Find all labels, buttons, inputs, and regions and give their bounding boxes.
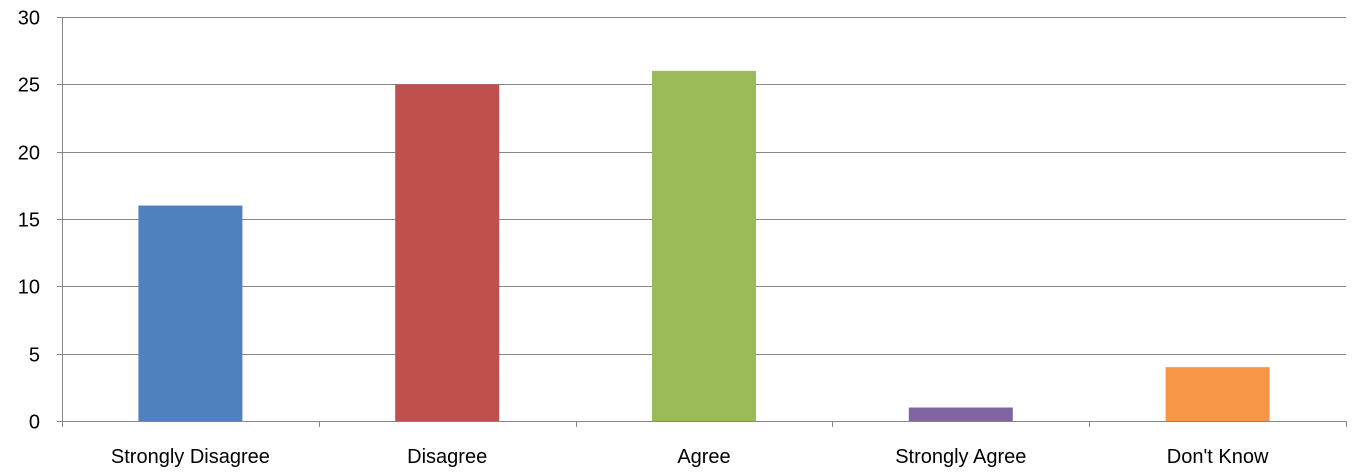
y-tick-label: 10 — [18, 277, 40, 299]
bar-agree — [651, 70, 757, 421]
x-tick-label: Strongly Disagree — [111, 446, 270, 468]
bar-don-t-know — [1165, 367, 1270, 421]
x-tick-label: Strongly Agree — [895, 446, 1026, 468]
y-tick-label: 5 — [29, 345, 40, 367]
bar-disagree — [395, 84, 500, 421]
y-axis-ticks: 0 5 10 15 20 25 30 — [18, 8, 62, 434]
x-tick-label: Disagree — [407, 446, 487, 468]
x-axis-labels: Strongly Disagree Disagree Agree Strongly A… — [111, 446, 1269, 468]
bar-strongly-disagree — [138, 205, 243, 421]
y-tick-label: 0 — [29, 412, 40, 434]
y-tick-label: 30 — [18, 8, 40, 30]
y-tick-label: 25 — [18, 75, 40, 97]
x-tick-label: Don't Know — [1167, 446, 1269, 468]
axes — [62, 17, 1347, 427]
y-tick-label: 15 — [18, 210, 40, 232]
x-tick-label: Agree — [677, 446, 730, 468]
y-tick-label: 20 — [18, 143, 40, 165]
bars — [138, 70, 1270, 421]
bar-strongly-agree — [908, 407, 1013, 421]
